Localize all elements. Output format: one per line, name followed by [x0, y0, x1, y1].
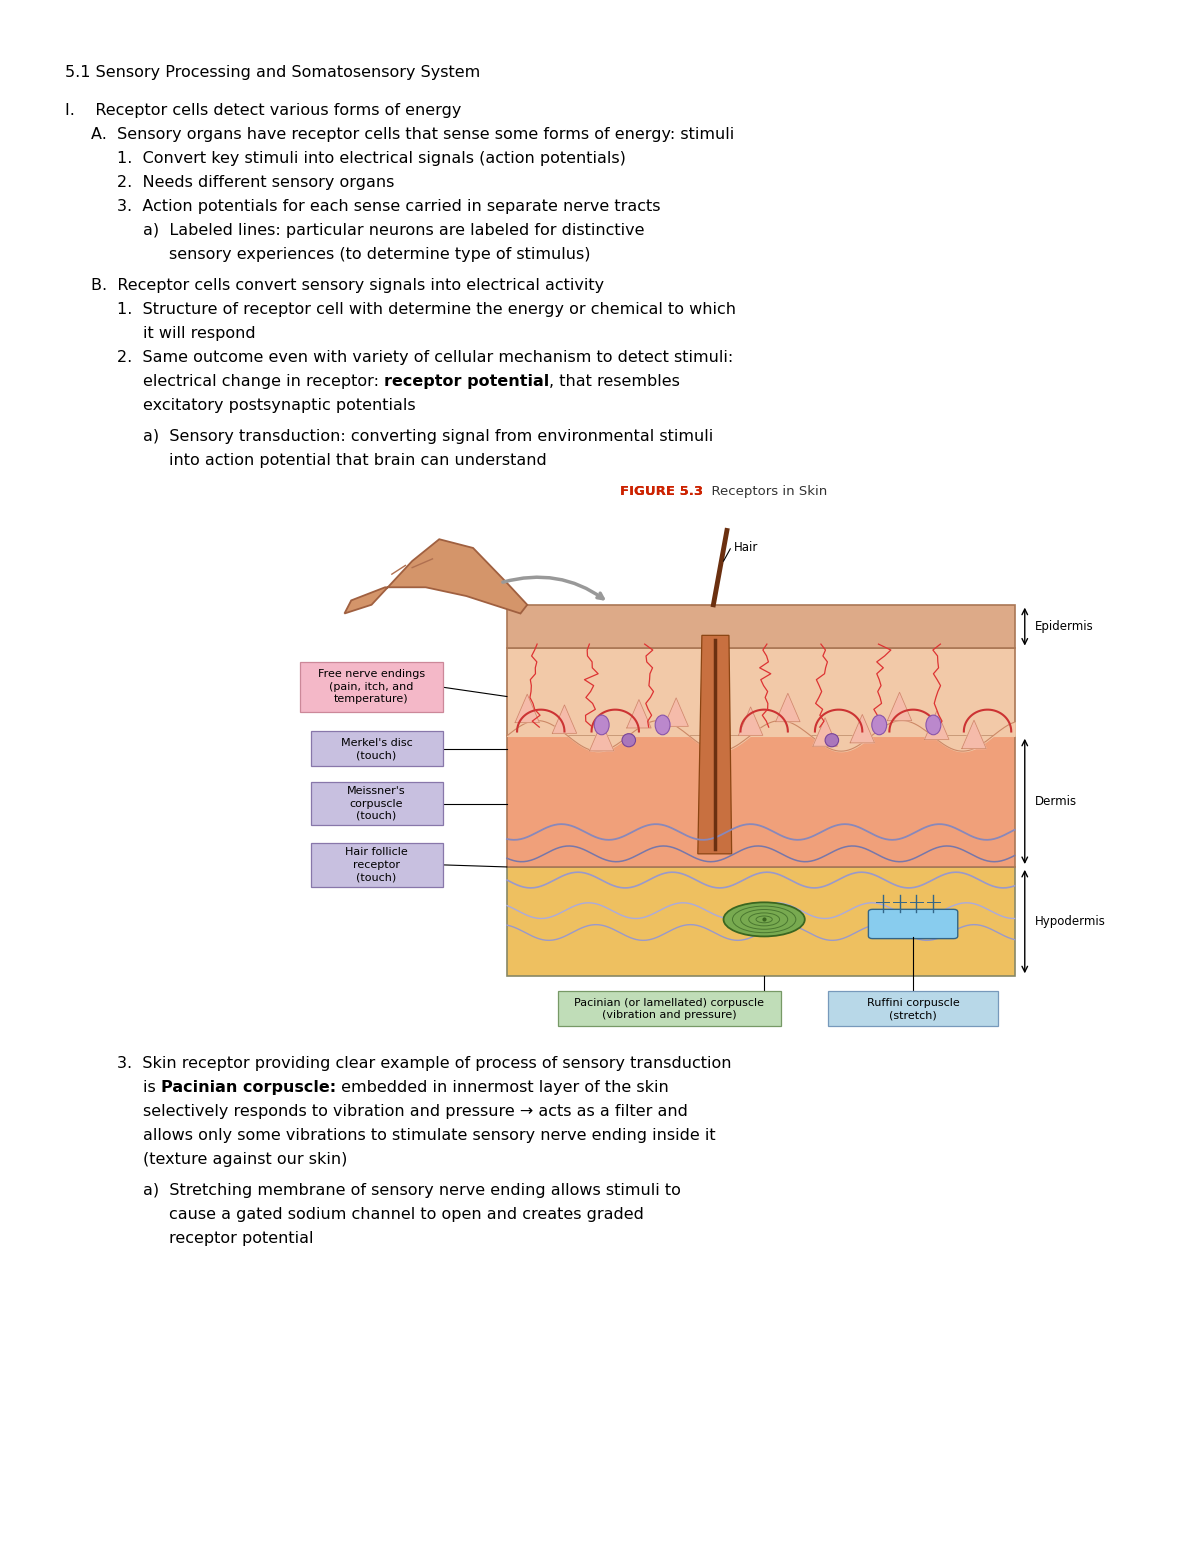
Text: A.  Sensory organs have receptor cells that sense some forms of energy: stimuli: A. Sensory organs have receptor cells th…	[91, 127, 734, 141]
Text: excitatory postsynaptic potentials: excitatory postsynaptic potentials	[143, 398, 415, 413]
Text: 3.  Action potentials for each sense carried in separate nerve tracts: 3. Action potentials for each sense carr…	[118, 199, 660, 214]
FancyBboxPatch shape	[506, 736, 1015, 867]
Polygon shape	[738, 707, 763, 735]
Text: Hypodermis: Hypodermis	[1034, 915, 1105, 929]
Polygon shape	[552, 705, 577, 733]
Text: a)  Stretching membrane of sensory nerve ending allows stimuli to: a) Stretching membrane of sensory nerve …	[143, 1183, 680, 1197]
FancyBboxPatch shape	[311, 731, 443, 767]
Text: is: is	[143, 1079, 161, 1095]
Text: Dermis: Dermis	[1034, 795, 1078, 808]
Polygon shape	[626, 699, 652, 728]
Text: 2.  Same outcome even with variety of cellular mechanism to detect stimuli:: 2. Same outcome even with variety of cel…	[118, 349, 733, 365]
Text: FIGURE 5.3: FIGURE 5.3	[620, 485, 703, 499]
Text: Hair follicle
receptor
(touch): Hair follicle receptor (touch)	[346, 848, 408, 882]
Polygon shape	[506, 604, 1015, 649]
Text: , that resembles: , that resembles	[550, 374, 680, 388]
Text: a)  Sensory transduction: converting signal from environmental stimuli: a) Sensory transduction: converting sign…	[143, 429, 713, 444]
Polygon shape	[775, 693, 800, 722]
Text: Receptors in Skin: Receptors in Skin	[703, 485, 827, 499]
Text: B.  Receptor cells convert sensory signals into electrical activity: B. Receptor cells convert sensory signal…	[91, 278, 604, 294]
Polygon shape	[698, 635, 732, 854]
Ellipse shape	[655, 714, 670, 735]
Text: Hair: Hair	[733, 542, 758, 554]
Polygon shape	[887, 693, 912, 721]
Text: receptor potential: receptor potential	[169, 1232, 313, 1246]
FancyBboxPatch shape	[869, 910, 958, 938]
Polygon shape	[962, 721, 986, 749]
Text: a)  Labeled lines: particular neurons are labeled for distinctive: a) Labeled lines: particular neurons are…	[143, 224, 644, 238]
Text: electrical change in receptor:: electrical change in receptor:	[143, 374, 384, 388]
Text: 1.  Structure of receptor cell with determine the energy or chemical to which: 1. Structure of receptor cell with deter…	[118, 301, 736, 317]
Text: cause a gated sodium channel to open and creates graded: cause a gated sodium channel to open and…	[169, 1207, 644, 1222]
Ellipse shape	[724, 902, 805, 936]
Polygon shape	[812, 717, 838, 745]
Text: FIGURE 5.3: FIGURE 5.3	[620, 485, 703, 499]
Text: Merkel's disc
(touch): Merkel's disc (touch)	[341, 738, 413, 759]
Text: allows only some vibrations to stimulate sensory nerve ending inside it: allows only some vibrations to stimulate…	[143, 1127, 715, 1143]
Text: receptor potential: receptor potential	[384, 374, 550, 388]
Ellipse shape	[926, 714, 941, 735]
Polygon shape	[589, 722, 614, 752]
Polygon shape	[515, 694, 540, 722]
Text: embedded in innermost layer of the skin: embedded in innermost layer of the skin	[336, 1079, 668, 1095]
Text: Meissner's
corpuscle
(touch): Meissner's corpuscle (touch)	[347, 786, 406, 822]
FancyBboxPatch shape	[311, 843, 443, 887]
Text: 3.  Skin receptor providing clear example of process of sensory transduction: 3. Skin receptor providing clear example…	[118, 1056, 732, 1072]
Text: 2.  Needs different sensory organs: 2. Needs different sensory organs	[118, 175, 395, 189]
Ellipse shape	[871, 714, 887, 735]
Text: into action potential that brain can understand: into action potential that brain can und…	[169, 453, 547, 467]
FancyBboxPatch shape	[300, 662, 443, 711]
Ellipse shape	[594, 714, 610, 735]
Text: (texture against our skin): (texture against our skin)	[143, 1152, 347, 1166]
Text: Ruffini corpuscle
(stretch): Ruffini corpuscle (stretch)	[866, 997, 960, 1020]
FancyBboxPatch shape	[506, 649, 1015, 736]
Polygon shape	[664, 697, 689, 727]
Text: 1.  Convert key stimuli into electrical signals (action potentials): 1. Convert key stimuli into electrical s…	[118, 151, 626, 166]
Ellipse shape	[622, 733, 636, 747]
Text: Pacinian corpuscle:: Pacinian corpuscle:	[161, 1079, 336, 1095]
Text: selectively responds to vibration and pressure → acts as a filter and: selectively responds to vibration and pr…	[143, 1104, 688, 1120]
FancyBboxPatch shape	[506, 867, 1015, 977]
FancyBboxPatch shape	[558, 991, 781, 1027]
Text: 5.1 Sensory Processing and Somatosensory System: 5.1 Sensory Processing and Somatosensory…	[65, 65, 480, 81]
Polygon shape	[344, 539, 527, 613]
Ellipse shape	[826, 733, 839, 747]
Text: Free nerve endings
(pain, itch, and
temperature): Free nerve endings (pain, itch, and temp…	[318, 669, 425, 704]
FancyBboxPatch shape	[311, 781, 443, 826]
Text: I.    Receptor cells detect various forms of energy: I. Receptor cells detect various forms o…	[65, 102, 461, 118]
Text: Pacinian (or lamellated) corpuscle
(vibration and pressure): Pacinian (or lamellated) corpuscle (vibr…	[575, 997, 764, 1020]
FancyBboxPatch shape	[828, 991, 997, 1027]
Polygon shape	[924, 711, 949, 739]
Polygon shape	[850, 714, 875, 742]
Text: sensory experiences (to determine type of stimulus): sensory experiences (to determine type o…	[169, 247, 590, 262]
Text: Epidermis: Epidermis	[1034, 620, 1093, 634]
Polygon shape	[701, 722, 726, 750]
Text: it will respond: it will respond	[143, 326, 256, 342]
